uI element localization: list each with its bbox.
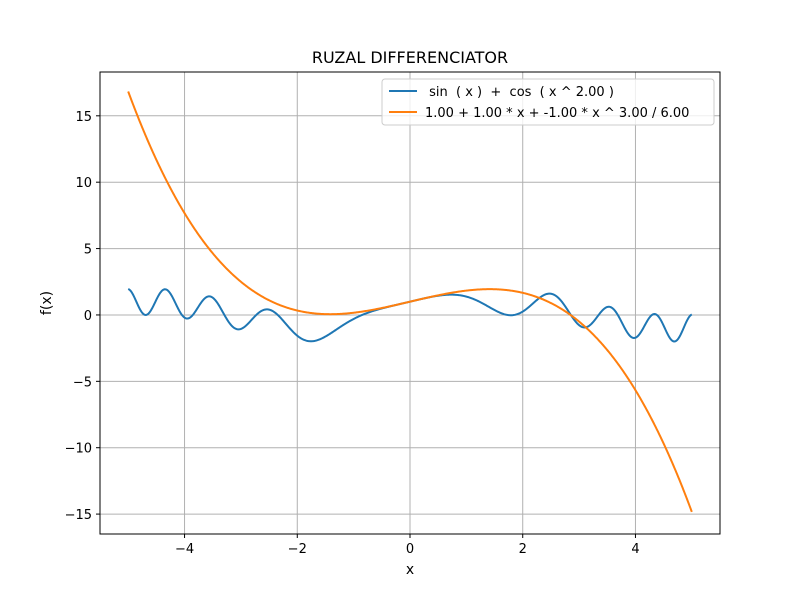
series-layer [127,91,693,513]
legend-label-series-2: 1.00 + 1.00 * x + -1.00 * x ^ 3.00 / 6.0… [425,106,689,121]
x-tick-label: 0 [406,542,414,557]
legend-label-series-1: sin ( x ) + cos ( x ^ 2.00 ) [425,85,614,100]
x-tick-label: 2 [519,542,527,557]
x-tick-label: 4 [631,542,639,557]
y-axis-label: f(x) [39,291,55,315]
x-tick-label: −4 [175,542,194,557]
x-tick-label: −2 [288,542,307,557]
y-tick-label: 5 [84,243,92,258]
y-tick-label: 10 [75,176,92,191]
chart-title: RUZAL DIFFERENCIATOR [312,48,508,67]
series-2-line [127,91,693,513]
grid [100,72,720,534]
y-tick-label: −5 [73,375,92,390]
ticks: −4 −2 0 2 4 −15 −10 −5 0 5 10 15 [65,110,640,557]
legend: sin ( x ) + cos ( x ^ 2.00 ) 1.00 + 1.00… [381,78,715,126]
x-axis-label: x [406,562,414,578]
y-tick-label: 0 [84,309,92,324]
y-tick-label: −15 [65,508,92,523]
y-tick-label: −10 [65,442,92,457]
y-tick-label: 15 [75,110,92,125]
legend-box [381,78,715,126]
